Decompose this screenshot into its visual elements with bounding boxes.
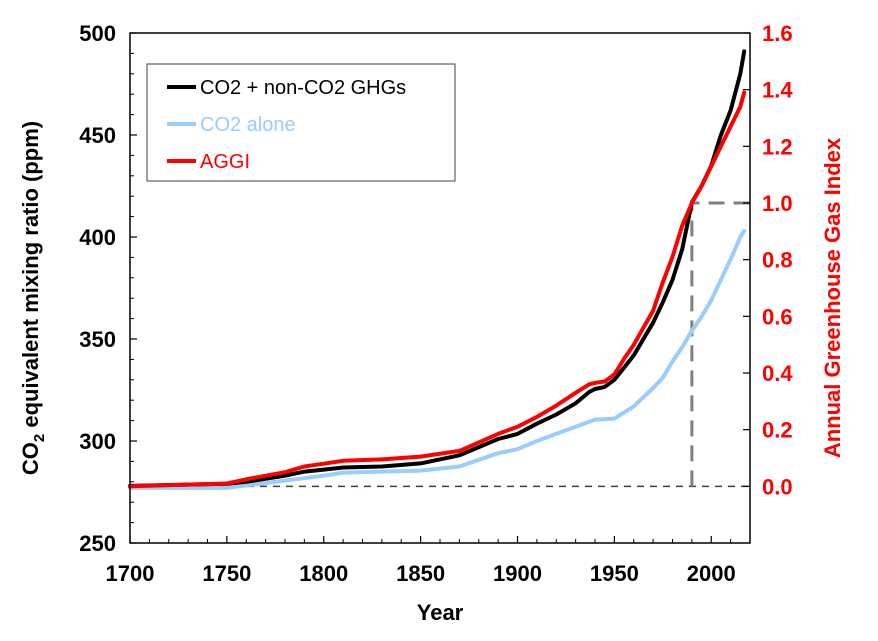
legend-box <box>146 63 456 182</box>
y-left-tick-label: 400 <box>79 225 116 250</box>
y-left-tick-label: 300 <box>79 429 116 454</box>
y-axis-left-title: CO2 equivalent mixing ratio (ppm) <box>18 121 48 475</box>
x-tick-label: 1750 <box>202 561 251 586</box>
ticks-layer: 1700 1750 1800 1850 1900 1950 2000 250 300 350 400… <box>79 21 793 586</box>
y-right-tick-label: 0.8 <box>762 248 793 273</box>
x-tick-label: 1950 <box>590 561 639 586</box>
x-tick-label: 1700 <box>106 561 155 586</box>
y-right-tick-label: 0.0 <box>762 474 793 499</box>
legend-label: AGGI <box>200 151 250 173</box>
y-left-tick-label: 500 <box>79 21 116 46</box>
x-tick-label: 1900 <box>493 561 542 586</box>
reference-1990-line <box>690 201 750 487</box>
y-left-tick-label: 450 <box>79 123 116 148</box>
legend-label: CO2 + non-CO2 GHGs <box>200 77 406 99</box>
y-left-tick-label: 250 <box>79 531 116 556</box>
y-axis-right-title: Annual Greenhouse Gas Index <box>820 137 845 458</box>
y-right-tick-label: 1.4 <box>762 78 793 103</box>
y-right-tick-label: 1.2 <box>762 134 793 159</box>
co2-alone-line <box>128 228 747 490</box>
y-right-tick-label: 1.6 <box>762 21 793 46</box>
legend-label: CO2 alone <box>200 114 296 136</box>
series-layer <box>128 49 747 490</box>
y-axis-left-title-subscript: 2 <box>31 434 48 442</box>
y-right-tick-label: 0.4 <box>762 361 793 386</box>
x-tick-label: 1800 <box>299 561 348 586</box>
x-tick-label: 1850 <box>396 561 445 586</box>
y-left-tick-label: 350 <box>79 327 116 352</box>
y-axis-left-title-main: CO <box>18 442 43 475</box>
x-axis-title: Year <box>417 600 464 625</box>
x-tick-label: 2000 <box>687 561 736 586</box>
baseline-and-reference-lines <box>130 201 750 488</box>
legend: CO2 + non-CO2 GHGs CO2 alone AGGI <box>146 63 456 182</box>
y-right-tick-label: 0.2 <box>762 418 793 443</box>
y-right-tick-label: 0.6 <box>762 304 793 329</box>
y-axis-left-title-rest: equivalent mixing ratio (ppm) <box>18 121 43 434</box>
y-right-tick-label: 1.0 <box>762 191 793 216</box>
aggi-line <box>128 90 747 489</box>
